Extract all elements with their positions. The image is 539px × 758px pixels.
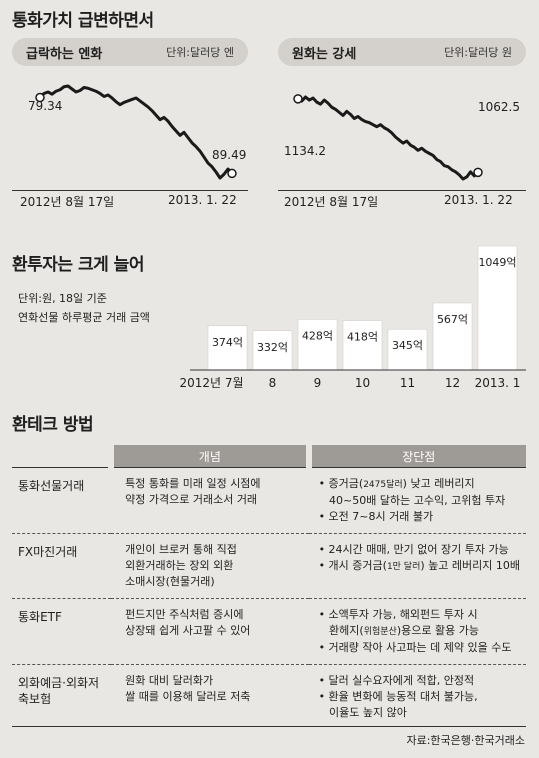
bar-category-1: 8 [269, 376, 277, 390]
yen-panel-header: 급락하는 엔화 단위:달러당 엔 [12, 38, 248, 66]
row-concept: 특정 통화를 미래 일정 시점에 약정 가격으로 거래소서 거래 [111, 467, 309, 534]
bar-value-1: 332억 [257, 341, 288, 354]
title-currency-swing: 통화가치 급변하면서 [12, 11, 154, 31]
yen-x-start: 2012년 8월 17일 [20, 195, 115, 209]
bar-category-2: 9 [314, 376, 322, 390]
methods-table: 개념 장단점 통화선물거래 특정 통화를 미래 일정 시점에 약정 가격으로 거래소… [12, 445, 526, 729]
table-row: 통화ETF 펀드지만 주식처럼 증시에 상장돼 쉽게 사고팔 수 있어 • 소액투자 … [12, 598, 526, 665]
bar-chart-svg: 374억 2012년 7월 332억 8 428억 9 418억 10 345억 11 567억 12… [179, 245, 526, 390]
bar-unit-note: 단위:원, 18일 기준 [18, 292, 107, 305]
bar-0 [207, 325, 248, 371]
won-panel-header: 원화는 강세 단위:달러당 원 [278, 38, 526, 66]
bar-category-6: 2013. 1 [475, 376, 521, 390]
bottom-rule [12, 726, 526, 727]
bar-value-2: 428억 [302, 329, 333, 342]
source-note: 자료:한국은행·한국거래소 [406, 734, 525, 747]
bar-6 [477, 245, 518, 371]
header-pros-cons: 장단점 [305, 445, 526, 468]
bar-2 [297, 319, 338, 371]
bar-value-6: 1049억 [478, 256, 516, 269]
row-pros-cons: • 소액투자 가능, 해외펀드 투자 시 환헤지(위험분산)용으로 활용 가능 •… [308, 598, 526, 665]
row-pros-cons: • 24시간 매매, 만기 없어 장기 투자 가능 • 개시 증거금(1만 달러)… [308, 533, 526, 599]
yen-series-line [38, 84, 234, 180]
bar-chart-bars: 374억 2012년 7월 332억 8 428억 9 418억 10 345억 11 567억 12… [179, 245, 526, 390]
bar-category-0: 2012년 7월 [179, 376, 243, 390]
table-row: 외화예금·외화저축보험 원화 대비 달러화가 쌀 때를 이용해 달러로 저축 • 달러… [12, 664, 526, 729]
bar-category-3: 10 [355, 376, 370, 390]
yen-start-marker [35, 92, 45, 103]
won-panel-unit: 단위:달러당 원 [444, 46, 512, 59]
bar-value-0: 374억 [212, 336, 243, 349]
table-row: 통화선물거래 특정 통화를 미래 일정 시점에 약정 가격으로 거래소서 거래 • 증… [12, 467, 526, 534]
line-charts-svg [35, 84, 483, 181]
bar-4 [387, 328, 428, 371]
row-name: 외화예금·외화저축보험 [12, 664, 112, 729]
title-fx-tech-methods: 환테크 방법 [12, 415, 94, 435]
won-line-chart [293, 94, 483, 181]
yen-panel-unit: 단위:달러당 엔 [166, 46, 234, 59]
won-end-marker [473, 167, 483, 178]
row-pros-cons: • 증거금(2475달러) 낮고 레버리지 40~50배 달하는 고수익, 고위… [308, 467, 526, 534]
bar-value-5: 567억 [437, 313, 468, 326]
won-panel-title: 원화는 강세 [292, 46, 357, 62]
yen-end-marker [227, 168, 237, 179]
row-concept: 개인이 브로커 통해 직접 외환거래하는 장외 외환 소매시장(현물거래) [111, 533, 309, 599]
yen-axis-line [12, 190, 248, 191]
bar-5 [432, 302, 473, 371]
table-row: FX마진거래 개인이 브로커 통해 직접 외환거래하는 장외 외환 소매시장(현물거래… [12, 533, 526, 599]
row-pros-cons: • 달러 실수요자에게 적합, 안정적 • 환율 변화에 능동적 대처 불가능, … [308, 664, 526, 729]
won-series-line [297, 95, 480, 181]
bar-category-4: 11 [400, 376, 415, 390]
row-concept: 펀드지만 주식처럼 증시에 상장돼 쉽게 사고팔 수 있어 [111, 598, 309, 665]
bar-value-4: 345억 [392, 339, 423, 352]
row-name: 통화선물거래 [12, 467, 112, 534]
row-name: 통화ETF [12, 598, 112, 665]
bar-3 [342, 320, 383, 371]
won-start-marker [293, 94, 303, 104]
row-name: FX마진거래 [12, 533, 112, 599]
row-concept: 원화 대비 달러화가 쌀 때를 이용해 달러로 저축 [111, 664, 309, 729]
yen-start-label: 79.34 [28, 99, 63, 113]
won-x-start: 2012년 8월 17일 [284, 195, 379, 209]
yen-x-end: 2013. 1. 22 [168, 193, 237, 207]
bar-1 [252, 330, 293, 371]
bar-category-5: 12 [445, 376, 460, 390]
yen-line-chart [35, 84, 237, 180]
yen-panel-title: 급락하는 엔화 [26, 46, 103, 62]
bar-desc-note: 연화선물 하루평균 거래 금액 [18, 311, 150, 324]
won-axis-line [278, 190, 526, 191]
header-concept: 개념 [108, 445, 309, 468]
won-start-label: 1134.2 [284, 144, 326, 158]
title-fx-investment-up: 환투자는 크게 늘어 [12, 255, 144, 275]
won-x-end: 2013. 1. 22 [444, 193, 513, 207]
bar-value-3: 418억 [347, 331, 378, 344]
won-end-label: 1062.5 [478, 100, 520, 114]
yen-end-label: 89.49 [212, 148, 247, 162]
